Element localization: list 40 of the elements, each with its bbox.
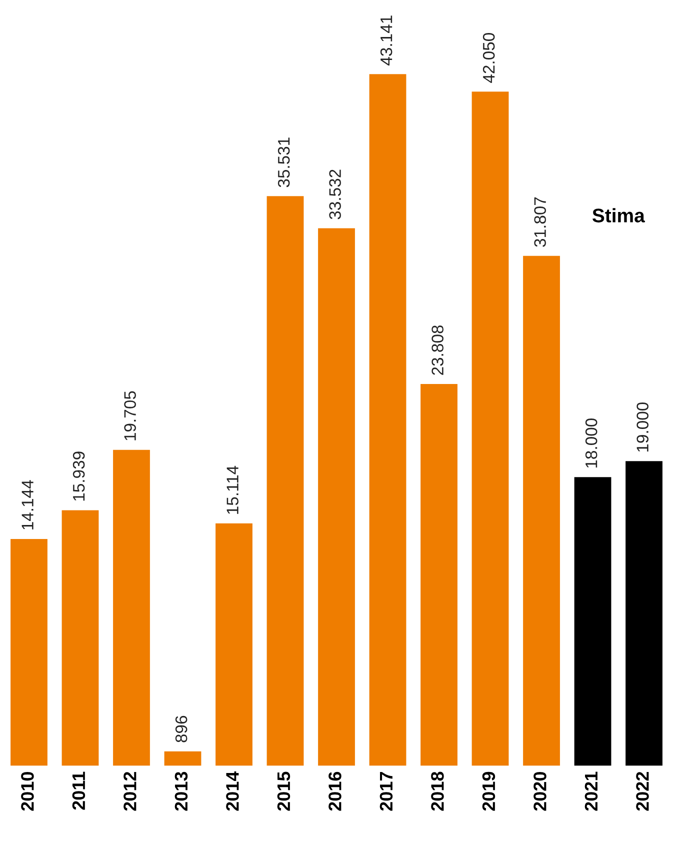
bar	[164, 751, 202, 766]
data-label: 19.705	[124, 391, 136, 440]
x-tick-label: 2015	[277, 772, 290, 811]
data-label: 896	[175, 716, 188, 742]
bar	[472, 92, 509, 766]
bar	[216, 523, 252, 766]
bar	[626, 461, 662, 766]
data-label: 35.531	[278, 138, 290, 188]
x-tick-label: 2017	[380, 772, 393, 811]
data-label: 43.141	[380, 16, 392, 66]
x-tick-label: 2011	[72, 772, 86, 810]
x-tick-label: 2020	[534, 772, 546, 811]
x-tick-label: 2016	[328, 772, 342, 811]
x-tick-label: 2021	[584, 772, 598, 811]
x-tick-label: 2018	[431, 772, 444, 811]
data-label: 18.000	[585, 418, 598, 468]
x-tick-label: 2014	[226, 771, 239, 811]
x-tick-label: 2010	[21, 772, 34, 811]
data-label: 14.144	[22, 480, 34, 530]
bar	[62, 510, 99, 766]
bar	[574, 477, 612, 766]
data-label: 42.050	[482, 32, 495, 83]
data-label: 33.532	[329, 170, 341, 220]
bar	[420, 384, 458, 766]
bar	[523, 256, 560, 766]
x-tick-label: 2013	[174, 772, 188, 811]
bar	[369, 74, 406, 766]
x-tick-label: 2012	[124, 772, 136, 811]
data-label: 15.114	[226, 466, 238, 514]
data-label: 19.000	[636, 402, 648, 452]
bar	[318, 228, 355, 766]
data-label: 23.808	[432, 325, 444, 375]
x-tick-label: 2019	[482, 772, 496, 811]
data-label: 15.939	[72, 452, 85, 501]
bar	[113, 450, 150, 766]
annotation: Stima	[592, 208, 645, 222]
x-tick-label: 2022	[636, 772, 649, 811]
bar	[10, 538, 48, 766]
bar	[266, 196, 304, 766]
data-label: 31.807	[534, 197, 546, 247]
